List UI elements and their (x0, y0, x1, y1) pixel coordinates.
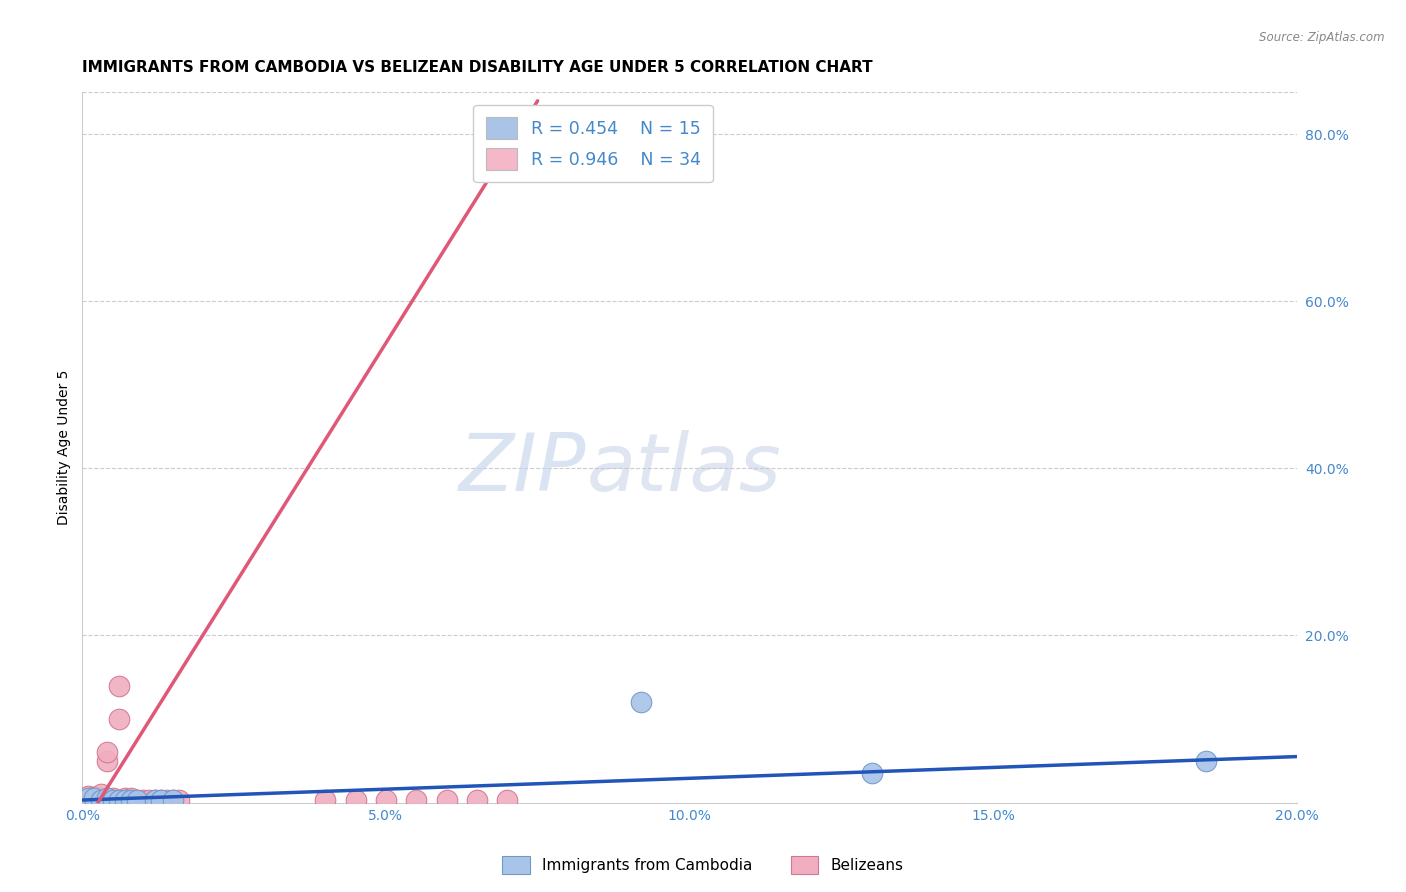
Text: IMMIGRANTS FROM CAMBODIA VS BELIZEAN DISABILITY AGE UNDER 5 CORRELATION CHART: IMMIGRANTS FROM CAMBODIA VS BELIZEAN DIS… (83, 60, 873, 75)
Point (101, 793, 124, 807)
Point (83, 792, 105, 806)
Point (405, 793, 427, 807)
Point (125, 793, 148, 807)
Point (114, 793, 136, 807)
Point (107, 793, 129, 807)
Point (96, 793, 118, 807)
Point (83, 789, 105, 804)
Point (77, 791, 100, 805)
Point (107, 679, 129, 693)
Point (125, 793, 148, 807)
Point (138, 793, 160, 807)
Text: atlas: atlas (586, 430, 780, 508)
Point (374, 793, 396, 807)
Y-axis label: Disability Age Under 5: Disability Age Under 5 (58, 370, 72, 525)
Point (89, 790, 111, 805)
Point (143, 793, 166, 807)
Point (344, 793, 367, 807)
Point (1194, 754, 1216, 768)
Point (114, 791, 136, 805)
Point (89, 793, 111, 807)
Point (132, 793, 155, 807)
Point (114, 793, 136, 807)
Text: ZIP: ZIP (458, 430, 586, 508)
Point (120, 791, 142, 805)
Point (169, 793, 191, 807)
Point (436, 793, 458, 807)
Point (83, 791, 105, 805)
Point (77, 789, 100, 803)
Point (162, 793, 184, 807)
Point (143, 793, 166, 807)
Point (314, 793, 336, 807)
Legend: Immigrants from Cambodia, Belizeans: Immigrants from Cambodia, Belizeans (496, 850, 910, 880)
Point (162, 793, 184, 807)
Point (96, 754, 118, 768)
Point (465, 793, 488, 807)
Point (150, 793, 173, 807)
Point (630, 695, 652, 709)
Point (89, 793, 111, 807)
Point (120, 793, 142, 807)
Point (107, 712, 129, 726)
Point (156, 793, 179, 807)
Point (150, 793, 173, 807)
Point (101, 793, 124, 807)
Point (120, 793, 142, 807)
Point (101, 791, 124, 805)
Text: Source: ZipAtlas.com: Source: ZipAtlas.com (1260, 31, 1385, 45)
Point (96, 746, 118, 760)
Legend: R = 0.454    N = 15, R = 0.946    N = 34: R = 0.454 N = 15, R = 0.946 N = 34 (474, 104, 713, 182)
Point (77, 794, 100, 808)
Point (77, 791, 100, 805)
Point (860, 766, 883, 780)
Point (89, 787, 111, 801)
Point (496, 793, 519, 807)
Point (96, 791, 118, 805)
